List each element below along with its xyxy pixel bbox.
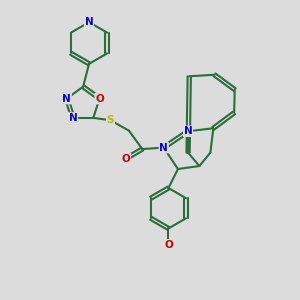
Text: N: N bbox=[85, 17, 93, 27]
Text: O: O bbox=[122, 154, 130, 164]
Text: N: N bbox=[159, 142, 168, 153]
Text: N: N bbox=[184, 126, 192, 136]
Text: N: N bbox=[62, 94, 71, 103]
Text: S: S bbox=[107, 115, 114, 125]
Text: N: N bbox=[69, 113, 77, 123]
Text: O: O bbox=[164, 240, 173, 250]
Text: O: O bbox=[95, 94, 104, 103]
